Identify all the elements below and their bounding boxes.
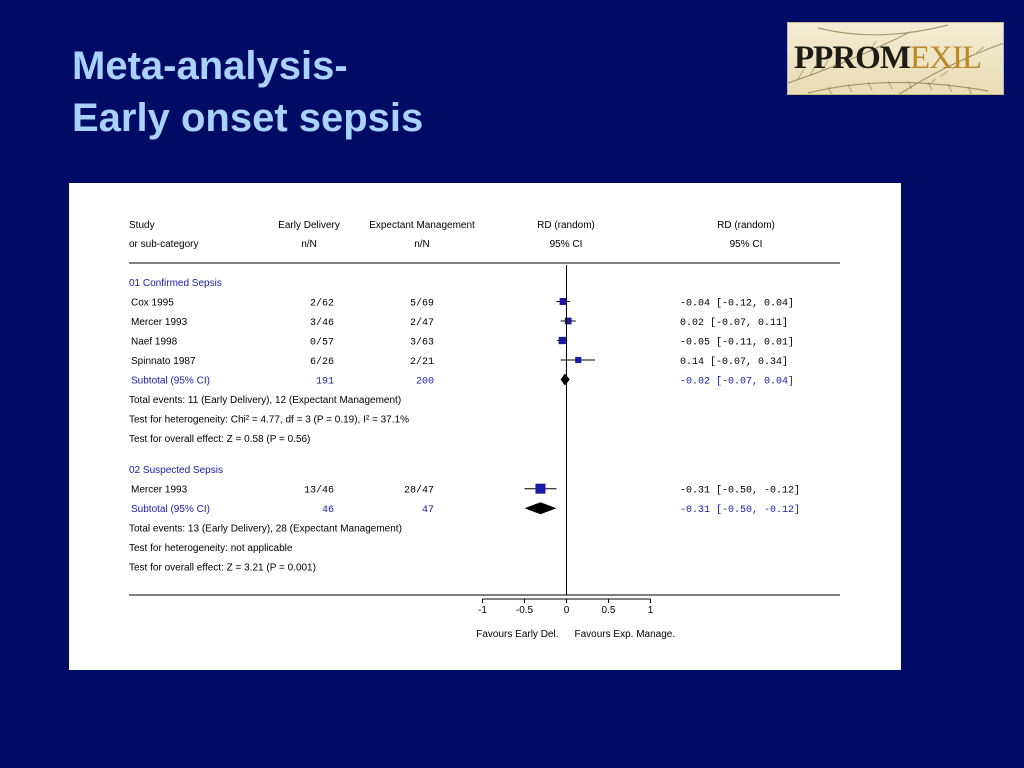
x-axis-label-right: Favours Exp. Manage. [575,629,676,640]
forest-plot-panel: Study or sub-category Early Delivery n/N Exp… [69,183,901,670]
study-expectant-value: 28/47 [404,485,434,497]
study-early-value: 2/62 [310,298,334,310]
logo-text-pprom: PPROM [794,40,911,76]
study-effect-box [535,483,546,494]
study-effect-box [558,336,566,345]
title-line-2: Early onset sepsis [72,96,424,140]
header-subcategory: or sub-category [129,239,198,250]
group-note: Test for heterogeneity: Chi² = 4.77, df … [129,415,409,426]
x-axis-tick-label: -1 [478,605,487,616]
x-axis-tick-label: 0 [564,605,570,616]
header-ci-text: 95% CI [730,239,763,250]
group-note: Total events: 13 (Early Delivery), 28 (E… [129,524,402,535]
header-rd-plot: RD (random) [537,220,595,231]
header-ci-plot: 95% CI [550,239,583,250]
study-early-value: 3/46 [310,317,334,329]
study-early-value: 13/46 [304,485,334,497]
study-expectant-value: 2/47 [410,317,434,329]
subtotal-expectant-value: 47 [422,505,434,516]
subtotal-ci-text: -0.02 [-0.07, 0.04] [680,376,794,388]
study-ci-text: -0.05 [-0.11, 0.01] [680,337,794,349]
subtotal-diamond [560,373,570,386]
subtotal-diamond [524,502,557,515]
header-expectant-management: Expectant Management [369,220,475,231]
header-rd-text: RD (random) [717,220,775,231]
logo-text: PPROMEXIL [794,40,982,77]
pprom-exil-logo: PPROMEXIL [787,22,1004,95]
group-label: 02 Suspected Sepsis [129,465,223,476]
study-effect-box [575,356,582,364]
header-expectant-nn: n/N [414,239,430,250]
subtotal-label: Subtotal (95% CI) [131,376,210,387]
subtotal-ci-text: -0.31 [-0.50, -0.12] [680,504,800,516]
x-axis-tick-label: 1 [648,605,654,616]
subtotal-expectant-value: 200 [416,377,434,388]
x-axis-tick-label: -0.5 [516,605,534,616]
study-name: Mercer 1993 [131,317,188,328]
study-name: Spinnato 1987 [131,356,196,367]
study-ci-text: -0.04 [-0.12, 0.04] [680,298,794,310]
forest-plot: Study or sub-category Early Delivery n/N Exp… [129,220,840,640]
group-label: 01 Confirmed Sepsis [129,278,222,289]
study-ci-text: 0.14 [-0.07, 0.34] [680,356,788,368]
header-study: Study [129,220,155,231]
study-ci-text: 0.02 [-0.07, 0.11] [680,317,788,329]
logo-text-exil: EXIL [909,40,982,76]
study-name: Mercer 1993 [131,485,188,496]
study-effect-box [564,317,572,325]
x-axis-label-left: Favours Early Del. [476,629,558,640]
fern-leaf-icon [788,24,1003,94]
x-axis-tick-label: 0.5 [602,605,616,616]
title-line-1: Meta-analysis- [72,44,348,88]
group-note: Test for overall effect: Z = 0.58 (P = 0… [129,434,310,445]
study-expectant-value: 5/69 [410,298,434,310]
header-early-delivery: Early Delivery [278,220,340,231]
study-expectant-value: 2/21 [410,356,434,368]
subtotal-early-value: 46 [322,505,334,516]
slide-title: Meta-analysis- Early onset sepsis [72,40,423,144]
group-note: Test for overall effect: Z = 3.21 (P = 0… [129,563,316,574]
study-expectant-value: 3/63 [410,337,434,349]
study-early-value: 6/26 [310,356,334,368]
study-name: Cox 1995 [131,298,174,309]
study-early-value: 0/57 [310,337,334,349]
study-ci-text: -0.31 [-0.50, -0.12] [680,485,800,497]
study-name: Naef 1998 [131,337,178,348]
study-effect-box [559,298,567,305]
header-early-nn: n/N [301,239,317,250]
subtotal-label: Subtotal (95% CI) [131,504,210,515]
subtotal-early-value: 191 [316,377,334,388]
group-note: Total events: 11 (Early Delivery), 12 (E… [129,395,401,406]
group-note: Test for heterogeneity: not applicable [129,543,293,554]
